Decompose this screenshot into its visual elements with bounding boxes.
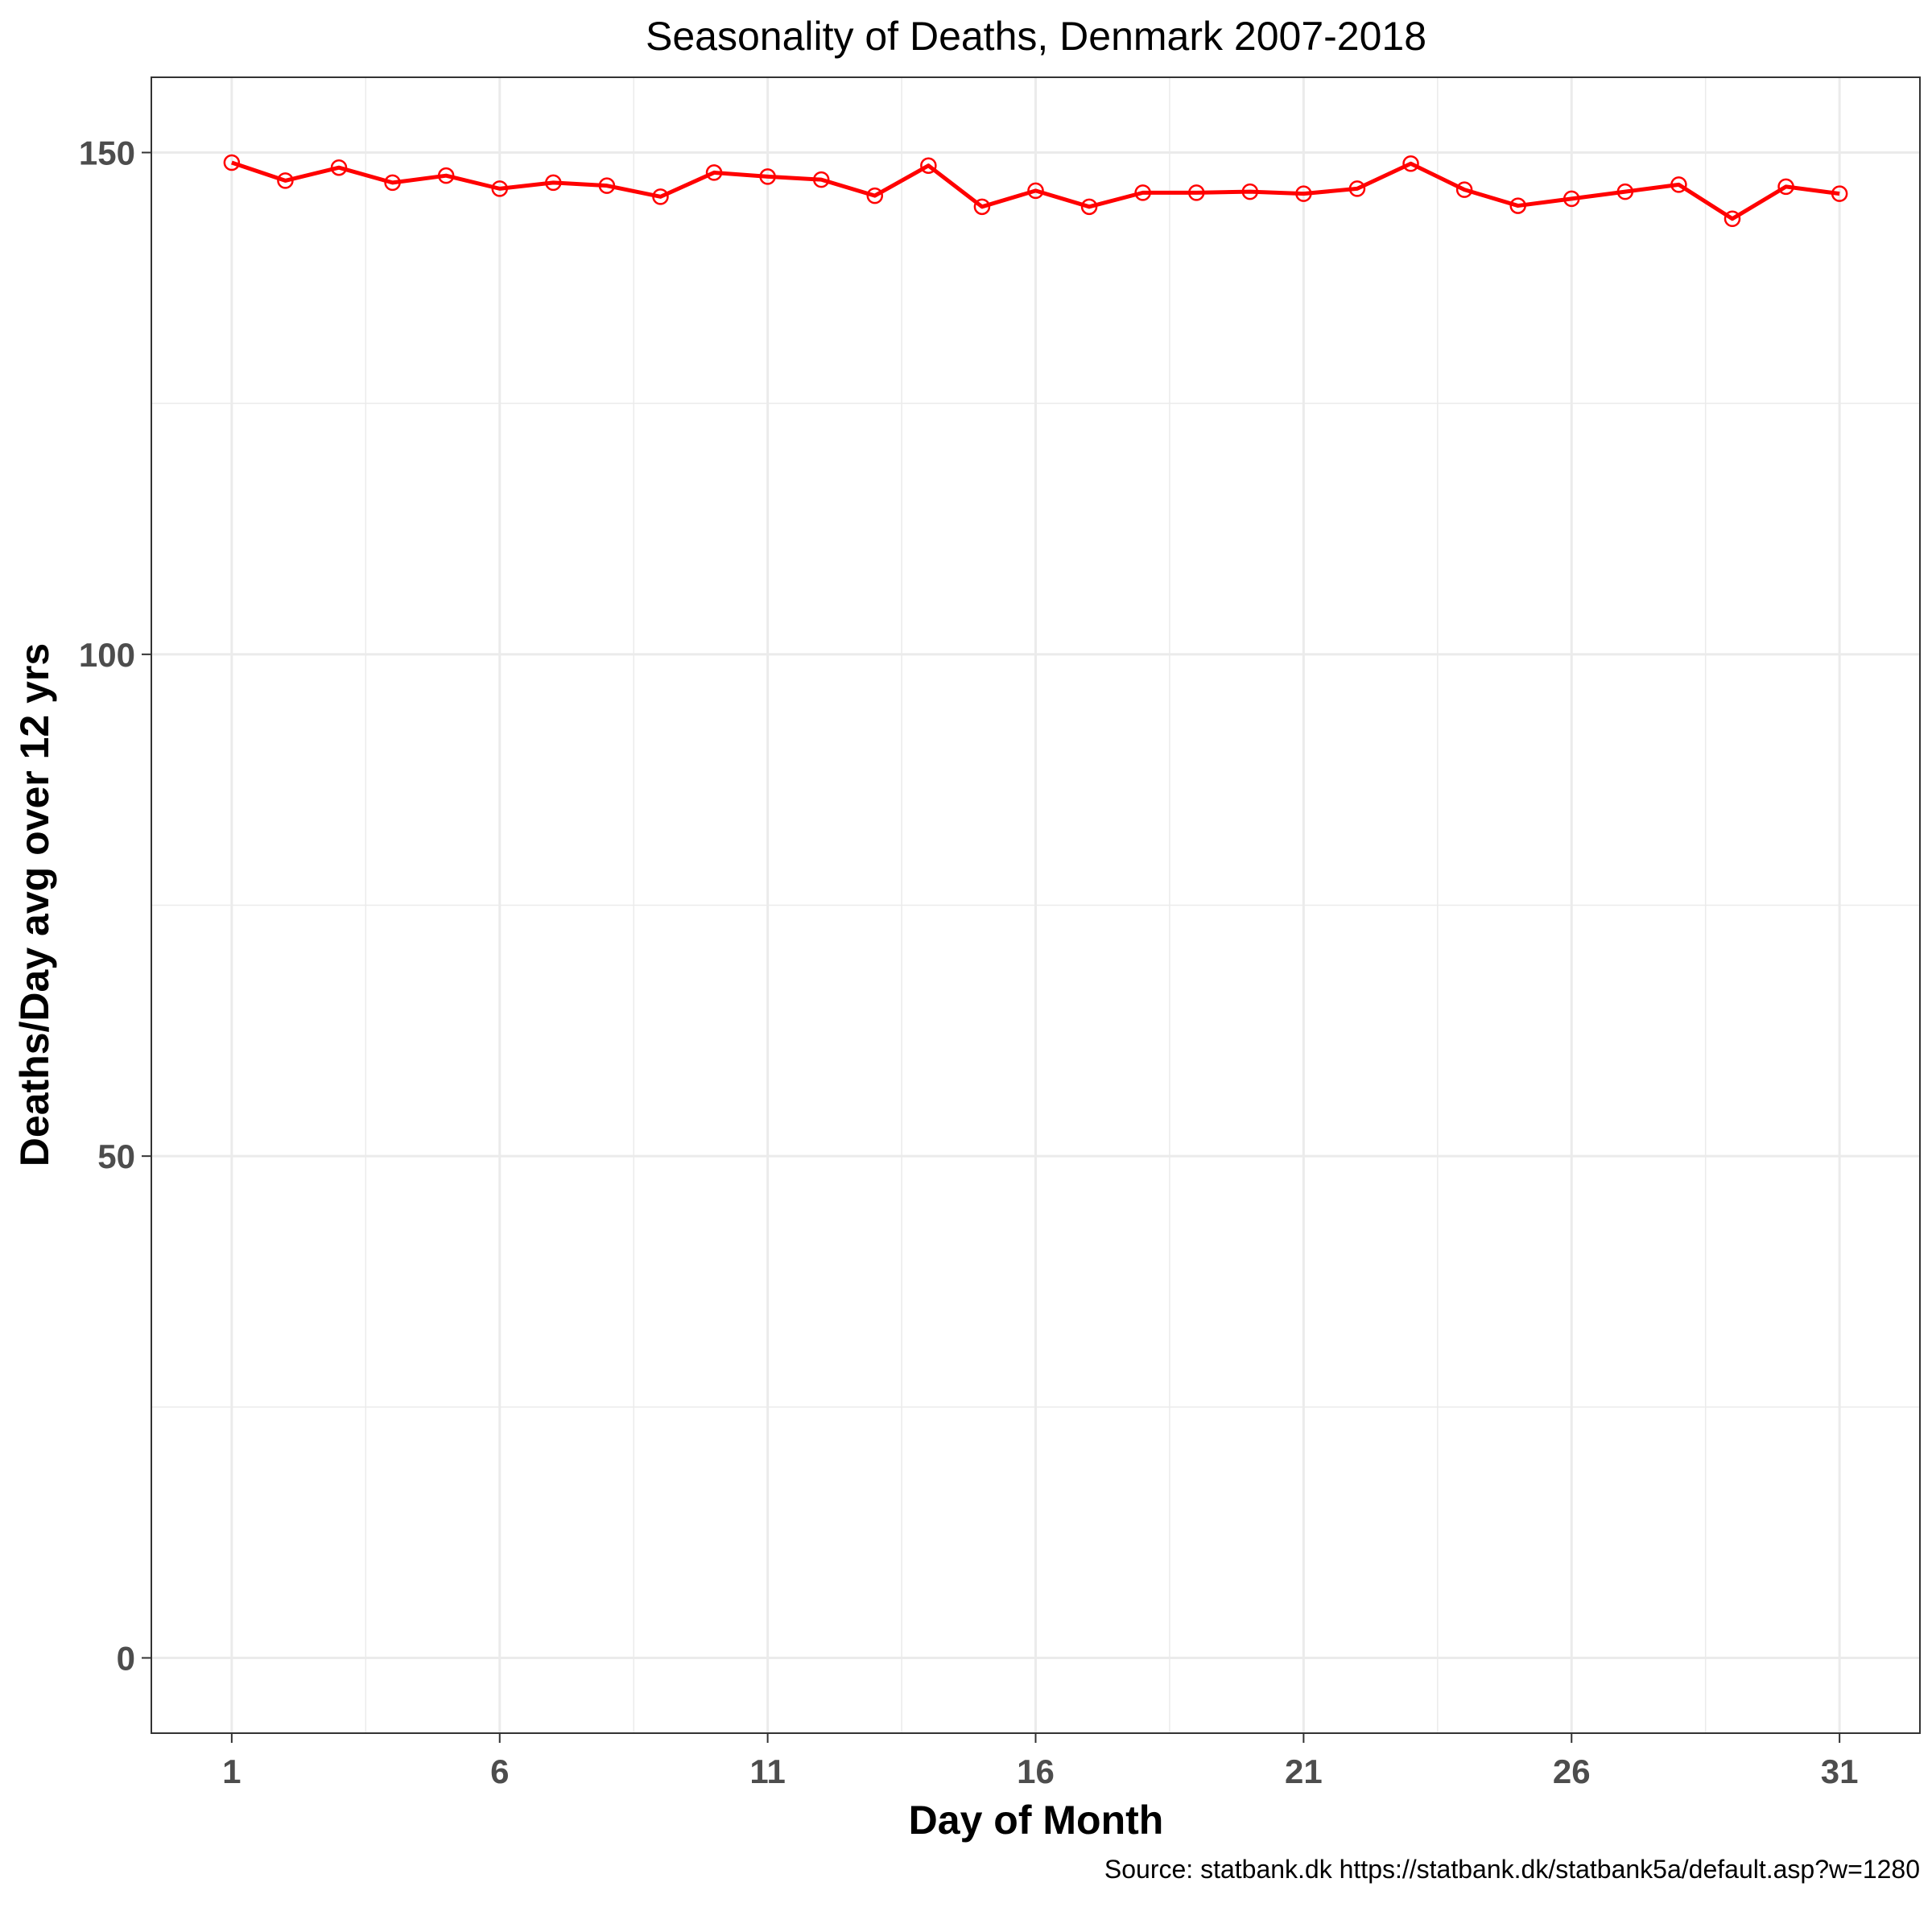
data-point	[384, 174, 401, 192]
data-point	[1670, 176, 1687, 193]
y-tick-label: 100	[79, 636, 135, 674]
data-point	[1348, 180, 1366, 197]
x-tick-label: 26	[1553, 1752, 1591, 1790]
data-point	[598, 177, 616, 194]
x-axis: 1 6 11 16 21 26 31	[222, 1733, 1858, 1790]
x-tick-label: 31	[1821, 1752, 1859, 1790]
plot-area	[151, 76, 1921, 1734]
data-point	[1563, 190, 1580, 208]
data-point	[1134, 184, 1151, 201]
y-axis-title: Deaths/Day avg over 12 yrs	[12, 643, 57, 1166]
data-point	[437, 167, 455, 184]
y-tick-label: 150	[79, 134, 135, 172]
data-point	[1724, 210, 1741, 228]
data-point	[973, 198, 991, 216]
x-tick-label: 6	[490, 1752, 509, 1790]
data-point	[652, 188, 669, 205]
data-point	[759, 168, 776, 185]
y-tick-label: 50	[97, 1137, 135, 1175]
data-point	[1455, 181, 1473, 198]
x-tick-label: 16	[1017, 1752, 1055, 1790]
data-point	[1616, 183, 1634, 200]
x-tick-label: 11	[749, 1752, 785, 1790]
data-point	[223, 154, 241, 171]
source-caption: Source: statbank.dk https://statbank.dk/…	[1104, 1855, 1920, 1884]
data-point	[545, 174, 562, 192]
data-point	[812, 171, 830, 188]
data-point	[1509, 197, 1526, 214]
data-point	[1831, 185, 1848, 202]
data-point	[866, 187, 884, 204]
data-point	[705, 164, 723, 181]
data-point	[277, 172, 294, 189]
series-death-rate	[223, 154, 1848, 228]
chart-title: Seasonality of Deaths, Denmark 2007-2018	[646, 14, 1426, 59]
data-point	[1241, 183, 1259, 200]
data-point	[330, 159, 348, 176]
x-tick-label: 1	[222, 1752, 241, 1790]
y-axis: 0 50 100 150	[79, 134, 151, 1678]
data-point	[1402, 155, 1419, 172]
grid-lines	[151, 77, 1920, 1733]
x-tick-label: 21	[1285, 1752, 1323, 1790]
data-point	[491, 180, 508, 197]
data-point	[1080, 198, 1098, 216]
data-point	[1295, 185, 1312, 202]
data-point	[920, 157, 937, 174]
data-point	[1777, 178, 1794, 196]
data-point	[1027, 182, 1044, 200]
y-tick-label: 0	[117, 1640, 135, 1678]
x-axis-title: Day of Month	[909, 1798, 1164, 1843]
data-point	[1187, 184, 1205, 201]
series-line	[231, 160, 1840, 221]
